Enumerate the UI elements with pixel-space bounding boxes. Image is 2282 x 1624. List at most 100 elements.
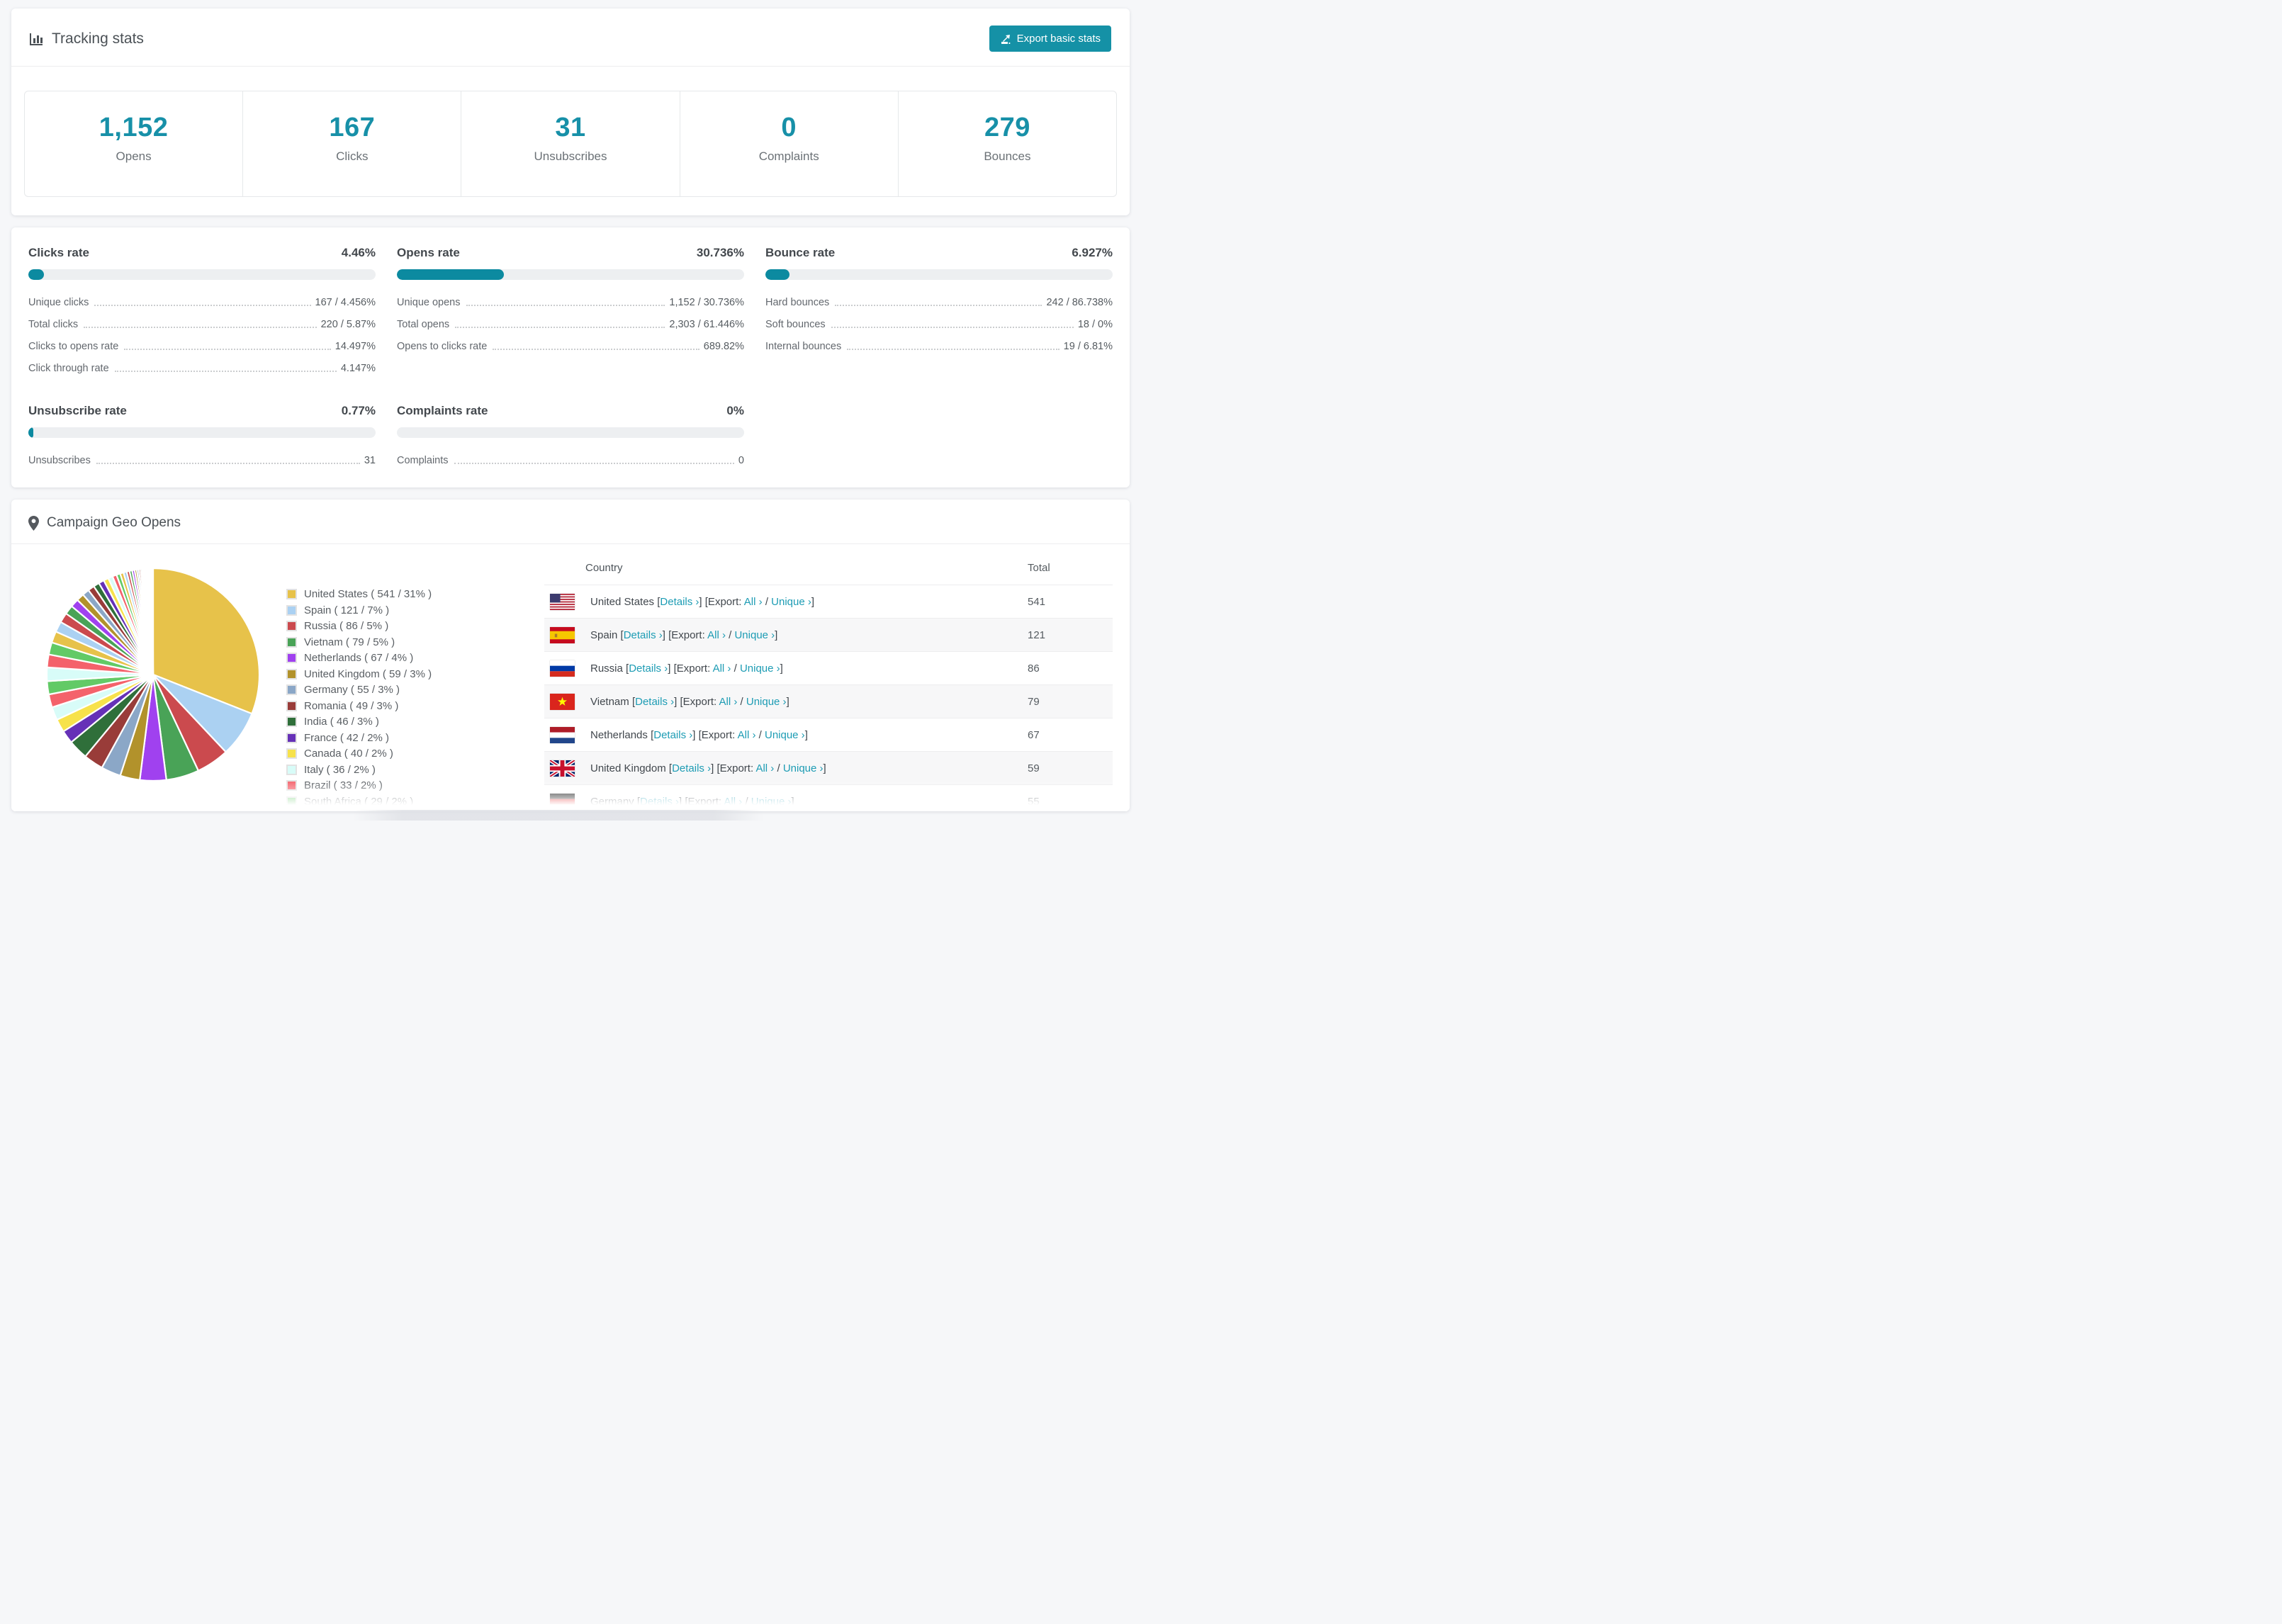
table-row-ru: Russia [Details ›] [Export: All › / Uniq… [544,651,1113,684]
country-name: Spain [590,628,618,641]
export-unique-link[interactable]: Unique › [751,795,792,808]
dotted-leader [124,349,331,350]
details-link[interactable]: Details › [653,728,693,741]
dotted-leader [114,371,337,372]
country-cell-text: Germany [Details ›] [Export: All › / Uni… [590,796,794,808]
stat-cell-unsubscribes: 31 Unsubscribes [461,91,680,196]
export-all-link[interactable]: All › [719,695,738,708]
stat-value: 167 [329,113,376,142]
progress-bar [397,427,744,438]
dotted-leader [493,349,699,350]
details-link[interactable]: Details › [660,595,699,608]
bracket: ] [804,728,808,741]
legend-item: United States ( 541 / 31% ) [286,588,476,600]
dotted-leader [835,305,1042,306]
flag-nl-icon [550,726,575,743]
slash: / [758,728,762,741]
progress-bar-fill [28,269,44,280]
export-unique-link[interactable]: Unique › [739,662,780,675]
country-cell-text: United Kingdom [Details ›] [Export: All … [590,762,826,774]
details-link[interactable]: Details › [672,762,712,774]
rate-detail-label: Total clicks [28,319,79,330]
geo-opens-pie-svg[interactable] [40,561,266,788]
rate-detail-label: Opens to clicks rate [397,341,488,352]
rate-detail-row: Hard bounces 242 / 86.738% [765,297,1113,308]
export-all-link[interactable]: All › [755,762,775,774]
rate-detail-value: 19 / 6.81% [1063,341,1113,352]
rate-detail-row: Total clicks 220 / 5.87% [28,319,376,330]
legend-item: Germany ( 55 / 3% ) [286,684,476,696]
legend-item: France ( 42 / 2% ) [286,732,476,744]
legend-item: Canada ( 40 / 2% ) [286,748,476,760]
legend-color-swatch [286,636,297,648]
export-all-link[interactable]: All › [724,795,743,808]
export-unique-link[interactable]: Unique › [782,762,824,774]
rate-percent: 0.77% [341,404,376,417]
export-unique-link[interactable]: Unique › [746,695,787,708]
rate-detail-label: Click through rate [28,363,109,374]
export-button-label: Export basic stats [1016,33,1101,45]
rate-detail-row: Complaints 0 [397,455,744,466]
details-link[interactable]: Details › [640,795,680,808]
export-prefix: [Export: [673,662,711,675]
rate-panel-head: Bounce rate 6.927% [765,246,1113,260]
rate-title: Complaints rate [397,404,488,417]
legend-item: Spain ( 121 / 7% ) [286,604,476,616]
table-cell-total: 59 [1028,762,1040,774]
export-all-link[interactable]: All › [737,728,756,741]
details-link[interactable]: Details › [635,695,675,708]
progress-bar [765,269,1113,280]
rate-panel-opens-rate: Opens rate 30.736% Unique opens 1,152 / 30.… [397,246,744,374]
country-name: United States [590,595,655,608]
rate-detail-label: Internal bounces [765,341,842,352]
rate-detail-label: Total opens [397,319,450,330]
progress-bar-fill [28,427,33,438]
location-pin-icon [28,515,39,531]
progress-bar [28,427,376,438]
table-cell-country: Vietnam [Details ›] [Export: All › / Uni… [544,693,1028,710]
geo-table: Country Total United States [Details ›] … [544,551,1113,811]
stat-label: Clicks [336,150,369,163]
rate-detail-row: Unsubscribes 31 [28,455,376,466]
export-unique-link[interactable]: Unique › [764,728,805,741]
rate-detail-row: Clicks to opens rate 14.497% [28,341,376,352]
stat-label: Complaints [758,150,819,163]
column-header-total: Total [1028,562,1050,574]
bracket: [ [620,628,624,641]
export-prefix: [Export: [698,728,736,741]
dotted-leader [466,305,665,306]
export-all-link[interactable]: All › [712,662,731,675]
stat-value: 31 [555,113,586,142]
rate-panel-head: Complaints rate 0% [397,404,744,418]
export-unique-link[interactable]: Unique › [771,595,811,608]
rate-detail-value: 167 / 4.456% [315,297,376,308]
geo-body: United States ( 541 / 31% ) Spain ( 121 /… [11,544,1130,811]
column-header-country: Country [585,562,623,574]
details-link[interactable]: Details › [623,628,663,641]
legend-label: United Kingdom ( 59 / 3% ) [304,667,432,680]
bracket: ] [775,628,778,641]
stat-value: 1,152 [99,113,169,142]
bracket: [ [651,728,654,741]
export-all-link[interactable]: All › [707,628,726,641]
slash: / [740,695,743,708]
legend-label: South Africa ( 29 / 2% ) [304,795,414,808]
slash: / [729,628,732,641]
export-basic-stats-button[interactable]: Export basic stats [989,26,1111,52]
flag-us-icon [550,593,575,610]
stat-cell-complaints: 0 Complaints [680,91,899,196]
export-unique-link[interactable]: Unique › [734,628,775,641]
rate-detail-row: Unique opens 1,152 / 30.736% [397,297,744,308]
dotted-leader [455,327,665,328]
table-cell-total: 86 [1028,662,1040,675]
legend-item: Russia ( 86 / 5% ) [286,620,476,632]
bracket: ] [699,595,702,608]
stat-label: Unsubscribes [534,150,607,163]
legend-label: Spain ( 121 / 7% ) [304,604,390,616]
slash: / [765,595,768,608]
rate-percent: 4.46% [341,246,376,259]
export-all-link[interactable]: All › [743,595,763,608]
legend-item: United Kingdom ( 59 / 3% ) [286,668,476,680]
country-name: Netherlands [590,728,648,741]
details-link[interactable]: Details › [629,662,668,675]
